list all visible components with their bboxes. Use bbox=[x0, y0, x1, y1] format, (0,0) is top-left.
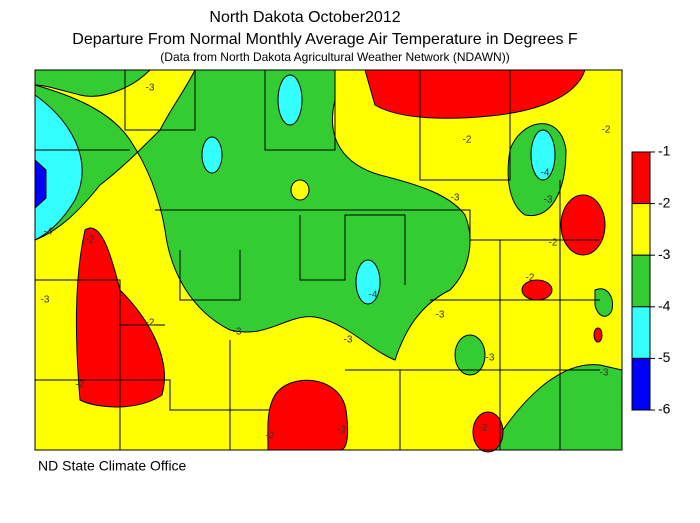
contour-label: -3 bbox=[436, 310, 445, 321]
region bbox=[489, 364, 623, 451]
contour-label: -3 bbox=[600, 368, 609, 379]
region bbox=[267, 379, 349, 451]
legend-label: -1 bbox=[658, 143, 671, 159]
legend-label: -2 bbox=[658, 194, 671, 210]
region bbox=[34, 69, 152, 97]
contour-labels: -3 -2 -2 -4 -2 -3 -2 -3 -3 -3 -3 -4 -4 -3 -2 -2 -3 -2 -2 -2… bbox=[41, 83, 611, 442]
contour-label: -2 bbox=[549, 238, 558, 249]
contour-label: -3 bbox=[344, 335, 353, 346]
map: -3 -2 -2 -4 -2 -3 -2 -3 -3 -3 -3 -4 -4 -3 -2 -2 -3 -2 -2 -2… bbox=[34, 69, 623, 453]
contour-label: -2 bbox=[526, 273, 535, 284]
region bbox=[201, 136, 223, 174]
contour-label: -2 bbox=[463, 135, 472, 146]
region bbox=[593, 327, 603, 343]
subtitle: (Data from North Dakota Agricultural Wea… bbox=[160, 50, 509, 64]
contour-label: -2 bbox=[266, 431, 275, 442]
contour-label: -2 bbox=[602, 125, 611, 136]
legend-label: -6 bbox=[658, 401, 671, 417]
contour-label: -3 bbox=[233, 327, 242, 338]
contour-label: -2 bbox=[86, 235, 95, 246]
contour-label: -4 bbox=[369, 290, 378, 301]
legend-label: -3 bbox=[658, 246, 671, 262]
county-lines bbox=[35, 70, 600, 450]
region bbox=[355, 259, 381, 305]
contour-label: -3 bbox=[544, 195, 553, 206]
contour-label: -3 bbox=[146, 83, 155, 94]
contour-label: -3 bbox=[451, 193, 460, 204]
title: North Dakota October2012 bbox=[209, 9, 400, 26]
legend-label: -5 bbox=[658, 349, 671, 365]
contour-label: -4 bbox=[541, 168, 550, 179]
contour-label: -3 bbox=[41, 295, 50, 306]
region bbox=[290, 179, 310, 201]
contour-label: -2 bbox=[146, 318, 155, 329]
legend-swatch bbox=[631, 151, 651, 205]
region bbox=[530, 129, 556, 181]
legend-swatch bbox=[631, 357, 651, 411]
contour-label: -3 bbox=[486, 353, 495, 364]
contour-label: -2 bbox=[338, 425, 347, 436]
legend-swatch bbox=[631, 203, 651, 256]
title: Departure From Normal Monthly Average Ai… bbox=[72, 31, 578, 48]
region bbox=[560, 194, 606, 256]
region bbox=[454, 334, 486, 376]
region bbox=[594, 288, 614, 317]
region bbox=[34, 94, 83, 241]
contour-label: -4 bbox=[44, 227, 53, 238]
map-border bbox=[34, 69, 623, 451]
region bbox=[472, 411, 504, 453]
footer: ND State Climate Office bbox=[38, 458, 187, 474]
contour-label: -2 bbox=[76, 380, 85, 391]
contour-label: -2 bbox=[479, 423, 488, 434]
legend-swatch bbox=[631, 254, 651, 308]
legend: -1 -2 -3 -4 -5 -6 bbox=[631, 143, 671, 417]
region bbox=[277, 74, 303, 126]
legend-swatch bbox=[631, 306, 651, 359]
legend-label: -4 bbox=[658, 298, 671, 314]
